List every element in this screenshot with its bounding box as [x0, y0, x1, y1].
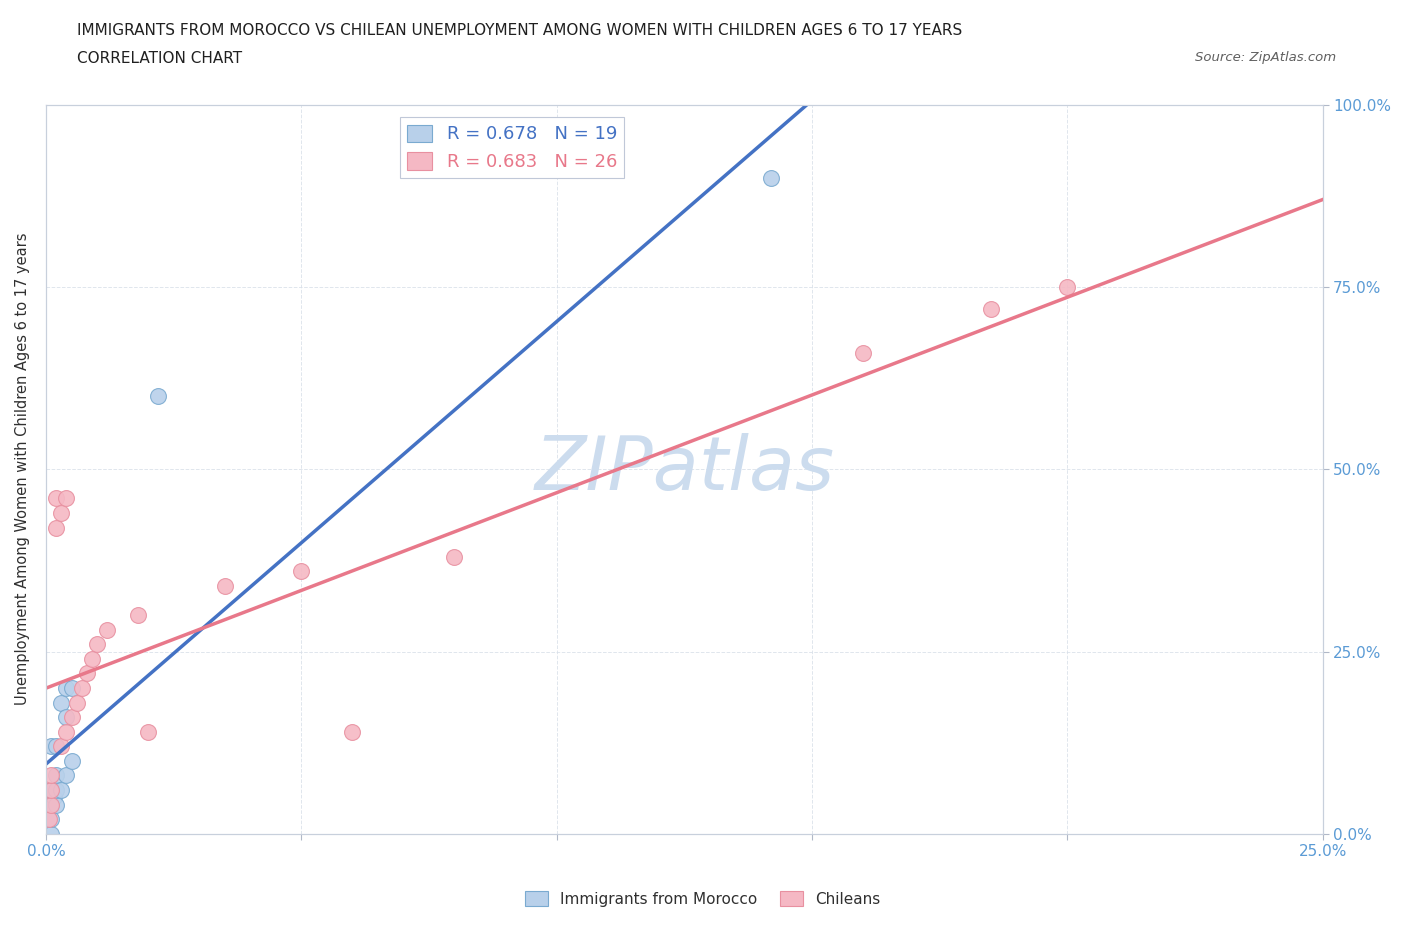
- Point: [39, 783, 62, 798]
- Point: [55, 491, 77, 506]
- Point: [148, 389, 170, 404]
- Point: [70, 681, 93, 696]
- Point: [39, 738, 62, 753]
- Point: [55, 681, 77, 696]
- Point: [42, 790, 65, 804]
- Point: [80, 651, 103, 666]
- Point: [45, 768, 67, 783]
- Point: [86, 637, 108, 652]
- Point: [65, 695, 87, 710]
- Point: [76, 666, 98, 681]
- Legend: Immigrants from Morocco, Chileans: Immigrants from Morocco, Chileans: [519, 885, 887, 913]
- Point: [38, 812, 60, 827]
- Point: [39, 827, 62, 842]
- Point: [980, 301, 1002, 316]
- Point: [39, 797, 62, 812]
- Point: [45, 783, 67, 798]
- Point: [51, 695, 73, 710]
- Point: [45, 738, 67, 753]
- Point: [39, 768, 62, 783]
- Legend: R = 0.678   N = 19, R = 0.683   N = 26: R = 0.678 N = 19, R = 0.683 N = 26: [399, 117, 624, 179]
- Point: [51, 506, 73, 521]
- Point: [39, 797, 62, 812]
- Point: [45, 520, 67, 535]
- Text: IMMIGRANTS FROM MOROCCO VS CHILEAN UNEMPLOYMENT AMONG WOMEN WITH CHILDREN AGES 6: IMMIGRANTS FROM MOROCCO VS CHILEAN UNEMP…: [77, 23, 963, 38]
- Point: [55, 724, 77, 739]
- Point: [136, 724, 159, 739]
- Point: [45, 491, 67, 506]
- Point: [852, 345, 875, 360]
- Point: [60, 681, 83, 696]
- Point: [51, 783, 73, 798]
- Point: [342, 724, 364, 739]
- Point: [759, 170, 782, 185]
- Y-axis label: Unemployment Among Women with Children Ages 6 to 17 years: Unemployment Among Women with Children A…: [15, 233, 30, 706]
- Point: [55, 768, 77, 783]
- Point: [45, 797, 67, 812]
- Point: [39, 812, 62, 827]
- Point: [51, 738, 73, 753]
- Point: [127, 607, 149, 622]
- Point: [96, 622, 118, 637]
- Point: [39, 783, 62, 798]
- Point: [60, 753, 83, 768]
- Text: Source: ZipAtlas.com: Source: ZipAtlas.com: [1195, 51, 1336, 64]
- Point: [60, 710, 83, 724]
- Text: ZIPatlas: ZIPatlas: [534, 433, 834, 505]
- Text: CORRELATION CHART: CORRELATION CHART: [77, 51, 242, 66]
- Point: [290, 564, 312, 578]
- Point: [1056, 280, 1078, 295]
- Point: [214, 578, 236, 593]
- Point: [443, 550, 465, 565]
- Point: [55, 710, 77, 724]
